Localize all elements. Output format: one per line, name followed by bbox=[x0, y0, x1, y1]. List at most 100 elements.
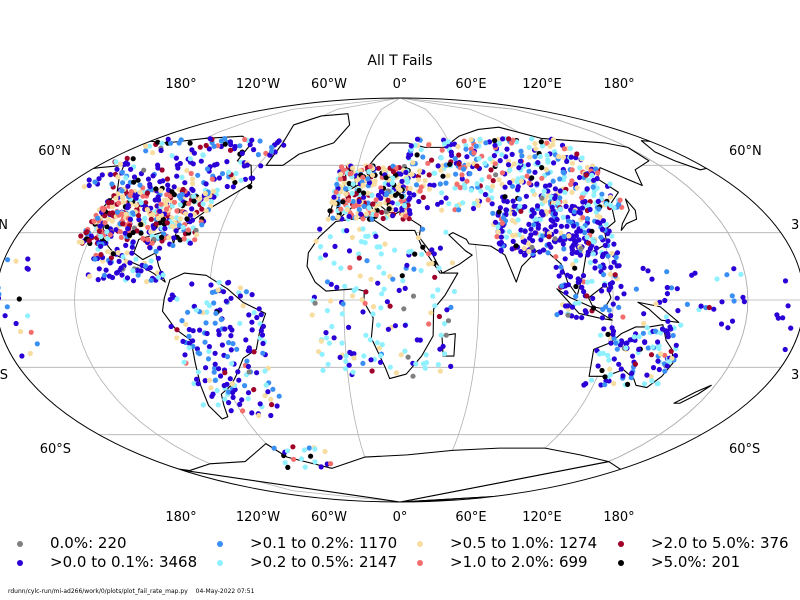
station-marker bbox=[210, 188, 216, 194]
station-marker bbox=[606, 357, 612, 363]
station-marker bbox=[384, 299, 390, 305]
station-marker bbox=[195, 172, 201, 178]
station-marker bbox=[157, 245, 163, 251]
station-marker bbox=[148, 258, 154, 264]
station-marker bbox=[473, 143, 479, 149]
station-marker bbox=[84, 229, 90, 235]
lon-label-bottom-120w: 120°W bbox=[236, 510, 280, 525]
station-marker bbox=[583, 172, 589, 178]
station-marker bbox=[365, 190, 371, 196]
station-marker bbox=[276, 393, 282, 399]
station-marker bbox=[146, 143, 153, 149]
station-marker bbox=[347, 265, 353, 271]
station-marker bbox=[212, 320, 218, 326]
station-marker bbox=[582, 230, 588, 236]
station-marker bbox=[184, 216, 190, 222]
station-marker bbox=[361, 194, 367, 200]
station-marker bbox=[650, 365, 657, 371]
station-marker bbox=[169, 223, 175, 229]
station-marker bbox=[13, 258, 19, 264]
station-marker bbox=[105, 216, 111, 222]
station-marker bbox=[282, 460, 288, 466]
station-marker bbox=[234, 346, 240, 352]
station-marker bbox=[595, 170, 601, 176]
station-marker bbox=[479, 177, 485, 183]
station-marker bbox=[613, 254, 619, 260]
station-marker bbox=[155, 139, 161, 145]
station-marker bbox=[209, 176, 215, 182]
station-marker bbox=[380, 215, 386, 222]
legend-marker bbox=[618, 560, 624, 566]
station-marker bbox=[203, 181, 209, 187]
station-marker bbox=[788, 325, 794, 331]
station-marker bbox=[623, 345, 629, 351]
station-marker bbox=[678, 322, 684, 328]
station-marker bbox=[496, 140, 503, 147]
station-marker bbox=[378, 305, 384, 311]
station-marker bbox=[127, 192, 133, 198]
station-marker bbox=[601, 326, 607, 332]
station-marker bbox=[119, 188, 125, 194]
station-marker bbox=[176, 140, 182, 146]
station-marker bbox=[127, 260, 133, 266]
station-marker bbox=[185, 227, 191, 233]
station-marker bbox=[212, 350, 218, 356]
station-marker bbox=[130, 210, 136, 216]
station-marker bbox=[222, 396, 228, 402]
station-marker bbox=[535, 225, 541, 231]
station-marker bbox=[373, 212, 379, 218]
station-marker bbox=[507, 167, 513, 173]
station-marker bbox=[448, 363, 454, 369]
station-marker bbox=[346, 197, 352, 203]
station-marker bbox=[328, 461, 334, 467]
station-marker bbox=[218, 316, 224, 323]
station-marker bbox=[367, 337, 373, 343]
station-marker bbox=[109, 204, 116, 210]
station-marker bbox=[455, 144, 461, 150]
station-marker bbox=[668, 348, 674, 354]
station-marker bbox=[614, 250, 621, 256]
station-marker bbox=[532, 154, 538, 160]
station-marker bbox=[181, 359, 187, 365]
station-marker bbox=[19, 353, 25, 359]
station-marker bbox=[724, 272, 730, 278]
station-marker bbox=[240, 408, 246, 414]
station-marker bbox=[312, 300, 318, 306]
station-marker bbox=[197, 144, 203, 150]
station-marker bbox=[529, 244, 535, 250]
station-marker bbox=[492, 138, 498, 144]
station-marker bbox=[298, 456, 305, 462]
legend-label: >0.0 to 0.1%: 3468 bbox=[50, 553, 198, 571]
station-marker bbox=[387, 364, 393, 370]
legend-marker bbox=[417, 541, 423, 547]
station-marker bbox=[258, 328, 264, 334]
station-marker bbox=[229, 360, 235, 367]
station-marker bbox=[361, 203, 367, 209]
station-marker bbox=[740, 294, 746, 300]
station-marker bbox=[576, 300, 582, 306]
station-marker bbox=[358, 239, 364, 245]
station-marker bbox=[290, 444, 296, 450]
station-marker bbox=[579, 195, 585, 201]
station-marker bbox=[485, 197, 491, 203]
station-marker bbox=[356, 251, 362, 257]
station-marker bbox=[257, 138, 263, 144]
station-marker bbox=[200, 201, 206, 207]
station-marker bbox=[486, 174, 492, 180]
station-marker bbox=[439, 147, 445, 153]
station-marker bbox=[98, 252, 104, 258]
station-marker bbox=[131, 179, 137, 185]
station-marker bbox=[174, 335, 180, 341]
station-marker bbox=[468, 146, 474, 152]
station-marker bbox=[611, 241, 617, 247]
station-marker bbox=[569, 189, 575, 195]
legend: 0.0%: 220 >0.0 to 0.1%: 3468 >0.1 to 0.2… bbox=[12, 534, 800, 575]
station-marker bbox=[467, 171, 473, 177]
station-marker bbox=[114, 270, 120, 276]
station-marker bbox=[269, 148, 275, 154]
station-marker bbox=[171, 192, 177, 198]
station-marker bbox=[249, 319, 255, 325]
station-marker bbox=[571, 241, 578, 247]
station-marker bbox=[326, 340, 332, 346]
station-marker bbox=[561, 146, 568, 152]
